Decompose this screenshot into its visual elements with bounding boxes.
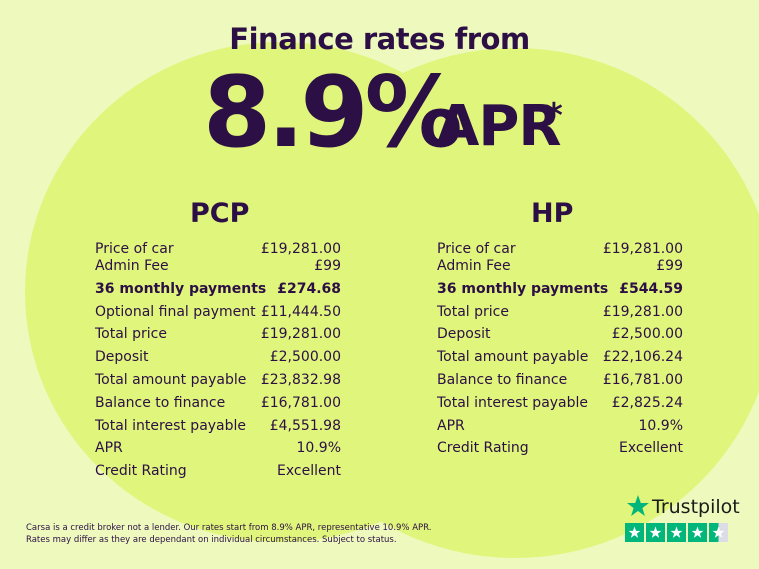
row: Balance to finance £16,781.00: [437, 372, 683, 388]
row-value: £544.59: [619, 281, 683, 297]
row-value: 10.9%: [296, 440, 341, 456]
rate: 8.9%: [203, 56, 463, 170]
row-value: £2,500.00: [611, 326, 683, 342]
row: Total interest payable £2,825.24: [437, 395, 683, 411]
row-label: Admin Fee: [437, 258, 511, 274]
row-value: £99: [314, 258, 341, 274]
row: Balance to finance £16,781.00: [95, 395, 341, 411]
row: 36 monthly payments £274.68: [95, 281, 341, 297]
row-value: £2,500.00: [269, 349, 341, 365]
star: [667, 523, 686, 542]
trustpilot-label: Trustpilot: [652, 496, 740, 518]
apr: APR: [436, 94, 562, 159]
row: Total amount payable £23,832.98: [95, 372, 341, 388]
row-label: Total interest payable: [95, 418, 247, 434]
row-label: Credit Rating: [95, 463, 187, 479]
row-value: £19,281.00: [260, 241, 341, 257]
star: [688, 523, 707, 542]
row-value: £99: [656, 258, 683, 274]
title: Finance rates from: [229, 22, 530, 56]
row-value: 10.9%: [638, 418, 683, 434]
row-value: £11,444.50: [260, 304, 341, 320]
row-label: APR: [95, 440, 123, 456]
row-label: Price of car: [437, 241, 516, 257]
pcp-title: PCP: [190, 198, 250, 229]
row: Total price £19,281.00: [437, 304, 683, 320]
row-value: £16,781.00: [602, 372, 683, 388]
row-value: Excellent: [277, 463, 341, 479]
disclaimer-line: Carsa is a credit broker not a lender. O…: [26, 523, 432, 533]
row-value: £274.68: [277, 281, 341, 297]
row-label: Optional final payment: [95, 304, 256, 320]
row: Deposit £2,500.00: [95, 349, 341, 365]
row-label: Admin Fee: [95, 258, 169, 274]
row-value: £2,825.24: [611, 395, 683, 411]
row-label: 36 monthly payments: [95, 281, 267, 297]
row-value: £16,781.00: [260, 395, 341, 411]
row-value: £19,281.00: [260, 326, 341, 342]
trustpilot-star: [627, 495, 649, 516]
row: 36 monthly payments £544.59: [437, 281, 683, 297]
hp-title: HP: [531, 198, 574, 229]
row: Credit Rating Excellent: [95, 463, 341, 479]
row-label: Credit Rating: [437, 440, 529, 456]
row-label: Price of car: [95, 241, 174, 257]
row: APR 10.9%: [95, 440, 341, 456]
row: Admin Fee £99: [95, 258, 341, 274]
row: Price of car £19,281.00: [437, 241, 683, 257]
row-label: Deposit: [437, 326, 491, 342]
row: Total interest payable £4,551.98: [95, 418, 341, 434]
row-value: £4,551.98: [269, 418, 341, 434]
row: Admin Fee £99: [437, 258, 683, 274]
row: Total amount payable £22,106.24: [437, 349, 683, 365]
row: Optional final payment £11,444.50: [95, 304, 341, 320]
row-label: Deposit: [95, 349, 149, 365]
star: [709, 523, 728, 542]
disclaimer-line: Rates may differ as they are dependant o…: [26, 535, 397, 545]
row: Total price £19,281.00: [95, 326, 341, 342]
row-label: Balance to finance: [437, 372, 568, 388]
star: [625, 523, 644, 542]
row-label: Balance to finance: [95, 395, 226, 411]
row: Price of car £19,281.00: [95, 241, 341, 257]
row-label: Total interest payable: [437, 395, 589, 411]
disclaimer: Carsa is a credit broker not a lender. O…: [26, 522, 431, 546]
row: Credit Rating Excellent: [437, 440, 683, 456]
row: Deposit £2,500.00: [437, 326, 683, 342]
row-label: 36 monthly payments: [437, 281, 609, 297]
row-value: £23,832.98: [260, 372, 341, 388]
blob: [255, 48, 759, 558]
row-value: £22,106.24: [602, 349, 683, 365]
row-value: £19,281.00: [602, 304, 683, 320]
row-label: Total amount payable: [437, 349, 589, 365]
row-value: Excellent: [619, 440, 683, 456]
row-label: Total price: [95, 326, 167, 342]
rating-stars: [625, 523, 728, 542]
row-label: APR: [437, 418, 465, 434]
row-label: Total price: [437, 304, 509, 320]
row-value: £19,281.00: [602, 241, 683, 257]
asterisk: *: [545, 96, 563, 136]
row: APR 10.9%: [437, 418, 683, 434]
star: [646, 523, 665, 542]
row-label: Total amount payable: [95, 372, 247, 388]
